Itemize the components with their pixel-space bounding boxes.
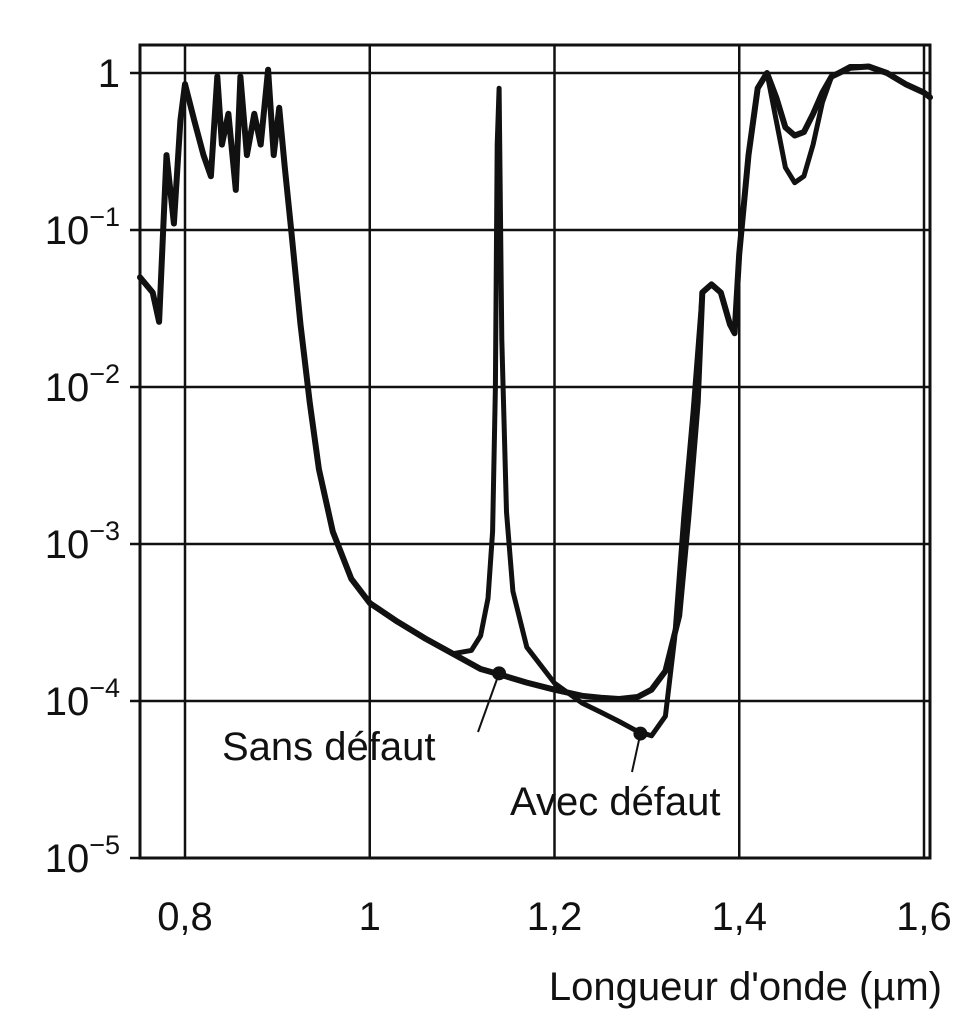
x-tick-label-0: 0,8: [157, 895, 213, 939]
x-tick-label-2: 1,2: [527, 895, 583, 939]
annotation-label-1: Avec défaut: [510, 780, 721, 824]
annotation-label-0: Sans défaut: [222, 725, 436, 769]
annotations: Sans défaut Avec défaut: [222, 666, 721, 824]
series-line-avec-defaut: [137, 64, 933, 739]
x-tick-label-1: 1: [359, 895, 381, 939]
x-tick-label-4: 1,6: [896, 895, 952, 939]
annotation-marker-0: [492, 666, 507, 681]
curves: [137, 63, 933, 739]
y-tick-label-0: 1: [98, 52, 120, 96]
annotation-leader-0: [477, 673, 501, 733]
y-tick-label-1: 10−1: [45, 202, 120, 253]
y-tick-labels: 1 10−1 10−2 10−3 10−4 10−5: [45, 52, 120, 881]
y-tick-label-5: 10−5: [45, 830, 120, 881]
grid: [130, 43, 932, 860]
y-tick-label-4: 10−4: [45, 673, 120, 724]
x-tick-labels: 0,8 1 1,2 1,4 1,6: [157, 895, 952, 939]
series-line-sans-defaut: [137, 63, 933, 702]
y-tick-label-2: 10−2: [45, 359, 120, 410]
y-tick-label-3: 10−3: [45, 516, 120, 567]
annotation-marker-1: [633, 726, 648, 741]
x-tick-label-3: 1,4: [711, 895, 767, 939]
x-axis-title: Longueur d'onde (µm): [549, 965, 942, 1009]
